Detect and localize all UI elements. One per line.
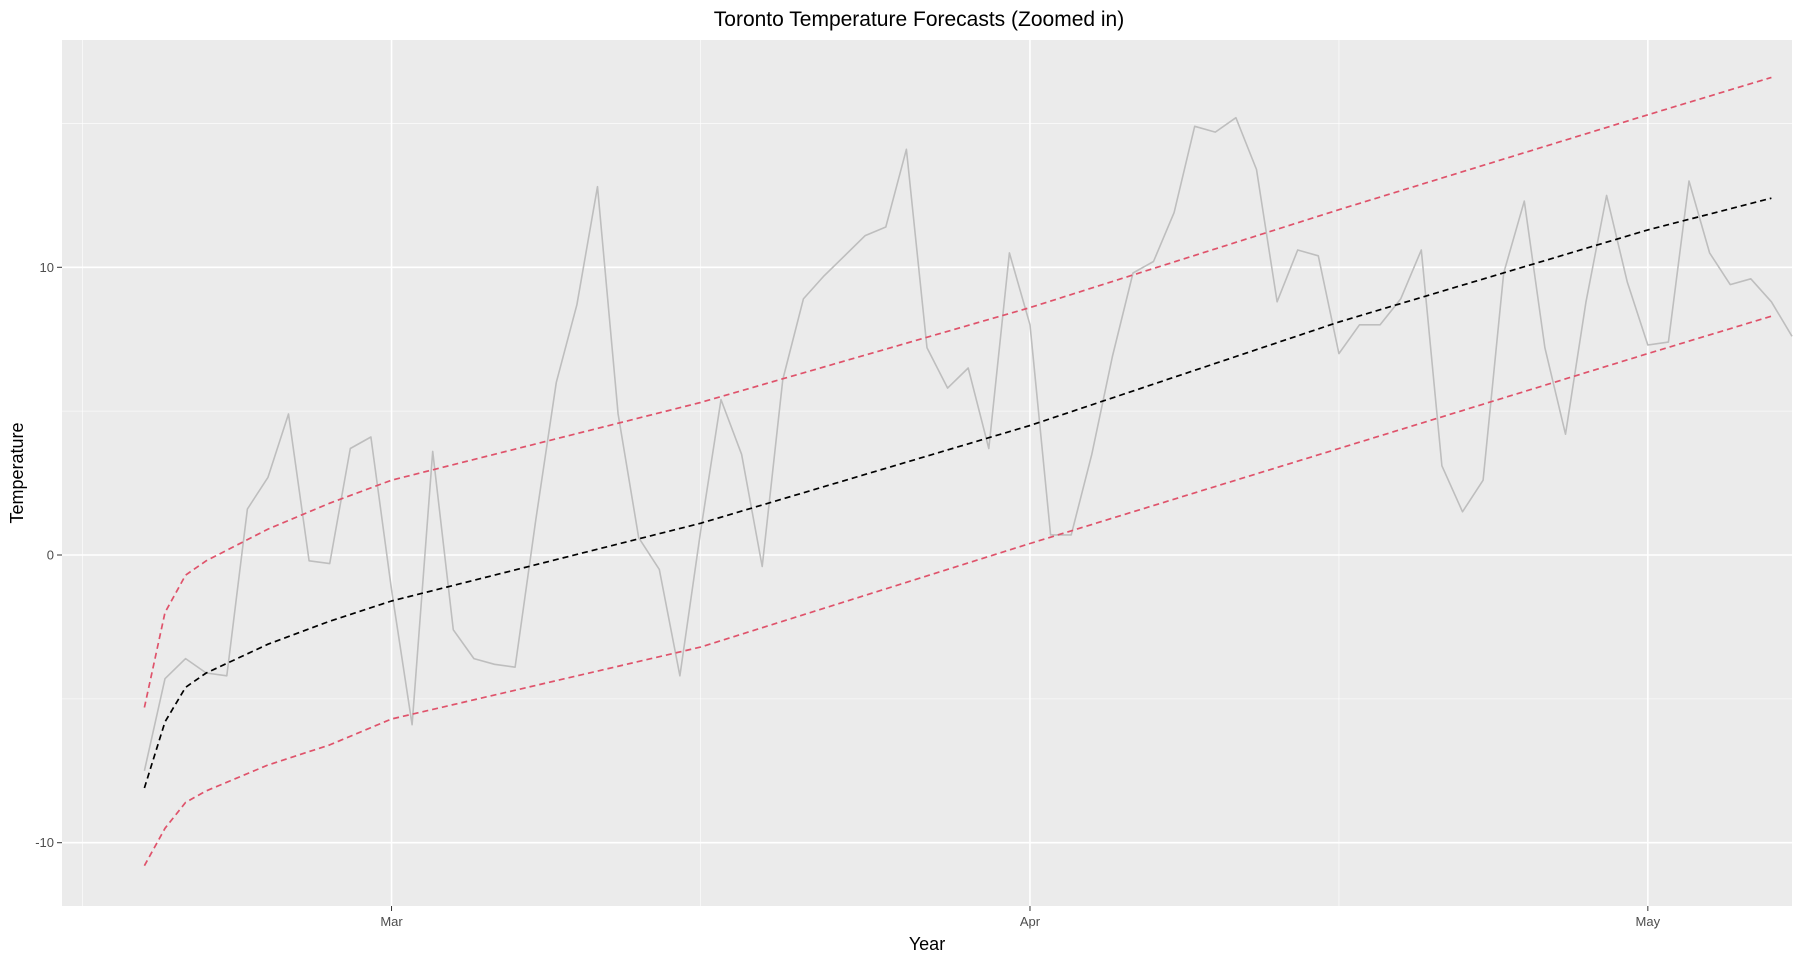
x-tick-label: May <box>1636 914 1661 929</box>
upper-bound-series-line <box>143 76 1772 708</box>
grid-major <box>62 40 1792 906</box>
chart-title: Toronto Temperature Forecasts (Zoomed in… <box>714 8 1124 31</box>
x-tick-label: Apr <box>1020 914 1041 929</box>
forecast-series-line <box>143 197 1772 789</box>
y-tick-label: 10 <box>40 260 54 275</box>
y-tick-label: -10 <box>35 835 54 850</box>
x-axis-title: Year <box>909 934 945 954</box>
y-tick-label: 0 <box>47 547 54 562</box>
y-axis: -10 0 10 <box>35 260 62 850</box>
plot-panel <box>62 40 1792 906</box>
series-layer <box>143 76 1793 867</box>
x-tick-label: Mar <box>380 914 403 929</box>
observed-series-line <box>143 116 1793 771</box>
grid-minor <box>62 40 1792 906</box>
x-axis: Mar Apr May <box>380 906 1661 929</box>
y-axis-title: Temperature <box>7 422 27 523</box>
lower-bound-series-line <box>143 315 1772 867</box>
